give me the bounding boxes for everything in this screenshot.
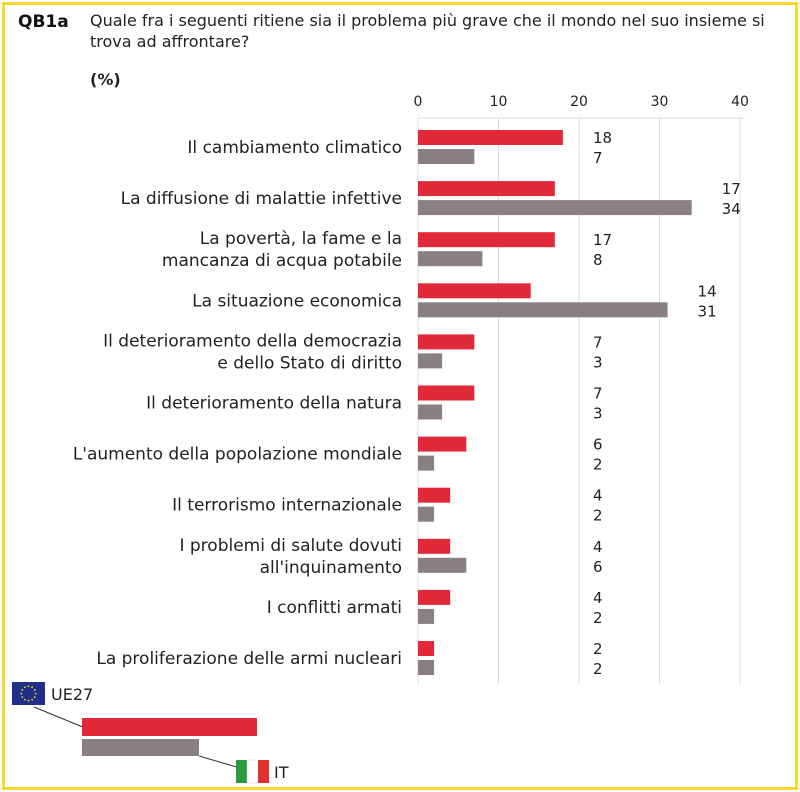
x-tick-label: 20 [570, 94, 588, 110]
category-label: I conflitti armati [267, 598, 402, 618]
value-label-ue27: 7 [593, 385, 603, 403]
category-label: La situazione economica [192, 291, 402, 311]
question-text: Quale fra i seguenti ritiene sia il prob… [90, 11, 765, 51]
italy-flag-icon [236, 759, 269, 784]
axis-ticks: 0 10 20 30 40 [414, 94, 749, 110]
bars [418, 130, 692, 675]
eu-star [31, 698, 33, 701]
value-label-ue27: 6 [593, 436, 603, 454]
value-label-it: 2 [593, 456, 603, 474]
category-label: all'inquinamento [260, 558, 402, 578]
value-label-ue27: 4 [593, 538, 603, 556]
eu-flag-icon [12, 682, 45, 705]
value-label-ue27: 18 [593, 129, 612, 147]
eu-star [33, 689, 36, 691]
category-label: Il cambiamento climatico [187, 138, 402, 158]
category-label: Il deterioramento della natura [146, 394, 402, 414]
bar-it [418, 660, 435, 675]
legend-eu-leader [33, 706, 91, 731]
category-label: La proliferazione delle armi nucleari [96, 649, 402, 669]
value-label-ue27: 4 [593, 487, 603, 505]
value-label-it: 3 [593, 353, 603, 371]
legend-it-bar [82, 739, 199, 756]
eu-star [21, 696, 24, 698]
legend-eu-label: UE27 [51, 685, 93, 704]
bar-it [418, 557, 467, 573]
value-label-ue27: 14 [698, 282, 717, 300]
value-label-it: 7 [593, 149, 603, 167]
bar-ue27 [418, 334, 475, 350]
bar-it [418, 200, 692, 216]
value-label-ue27: 7 [593, 333, 603, 351]
eu-star [33, 696, 36, 698]
category-label: Il deterioramento della democrazia [103, 331, 402, 351]
category-label: La povertà, la fame e la [200, 229, 402, 249]
value-label-it: 2 [593, 609, 603, 627]
value-label-ue27: 17 [722, 180, 741, 198]
bar-it [418, 353, 443, 369]
bar-ue27 [418, 487, 451, 503]
question-code: QB1a [18, 12, 69, 32]
category-label: L'aumento della popolazione mondiale [73, 445, 402, 465]
eu-star [24, 686, 26, 689]
eu-star [27, 699, 30, 702]
bar-ue27 [418, 130, 563, 145]
x-tick-label: 30 [651, 94, 669, 110]
bar-it [418, 506, 435, 522]
bar-it [418, 302, 668, 318]
legend-it-leader [198, 755, 241, 769]
value-label-ue27: 2 [593, 640, 603, 658]
eu-star [31, 686, 33, 689]
category-label: Il terrorismo internazionale [172, 496, 402, 516]
value-label-it: 31 [698, 302, 717, 320]
category-label: e dello Stato di diritto [217, 353, 402, 373]
legend-it-label: IT [274, 763, 289, 782]
value-label-it: 34 [722, 200, 741, 218]
eu-star [24, 698, 26, 701]
x-tick-label: 10 [490, 94, 508, 110]
bar-it [418, 455, 435, 471]
bar-ue27 [418, 589, 451, 605]
bar-ue27 [418, 436, 467, 452]
legend: UE27 IT [12, 682, 289, 784]
value-label-it: 8 [593, 251, 603, 269]
bar-it [418, 149, 475, 164]
x-tick-label: 0 [414, 94, 423, 110]
value-label-it: 2 [593, 507, 603, 525]
category-labels: Il cambiamento climatico La diffusione di… [73, 138, 402, 669]
eu-star [20, 692, 23, 695]
value-labels: 18 7 17 34 17 8 14 31 7 3 7 3 6 2 4 2 4 6 4 2 2 2 [593, 129, 741, 678]
bar-it [418, 251, 483, 267]
eu-star [27, 685, 30, 688]
bar-it [418, 608, 435, 624]
category-label: I problemi di salute dovuti [179, 536, 402, 556]
value-label-it: 3 [593, 405, 603, 423]
bar-ue27 [418, 641, 435, 656]
category-label: mancanza di acqua potabile [162, 251, 402, 271]
value-label-it: 6 [593, 558, 603, 576]
bar-it [418, 404, 443, 420]
value-label-ue27: 17 [593, 231, 612, 249]
value-label-it: 2 [593, 660, 603, 678]
legend-eu-bar [82, 718, 257, 736]
category-label: La diffusione di malattie infettive [121, 189, 402, 209]
bar-ue27 [418, 538, 451, 554]
bar-ue27 [418, 232, 555, 248]
bar-ue27 [418, 283, 531, 299]
eu-star [34, 692, 37, 695]
eu-star [21, 689, 24, 691]
value-label-ue27: 4 [593, 589, 603, 607]
bar-ue27 [418, 181, 555, 197]
x-tick-label: 40 [731, 94, 749, 110]
bar-ue27 [418, 385, 475, 401]
unit-label: (%) [90, 70, 121, 89]
